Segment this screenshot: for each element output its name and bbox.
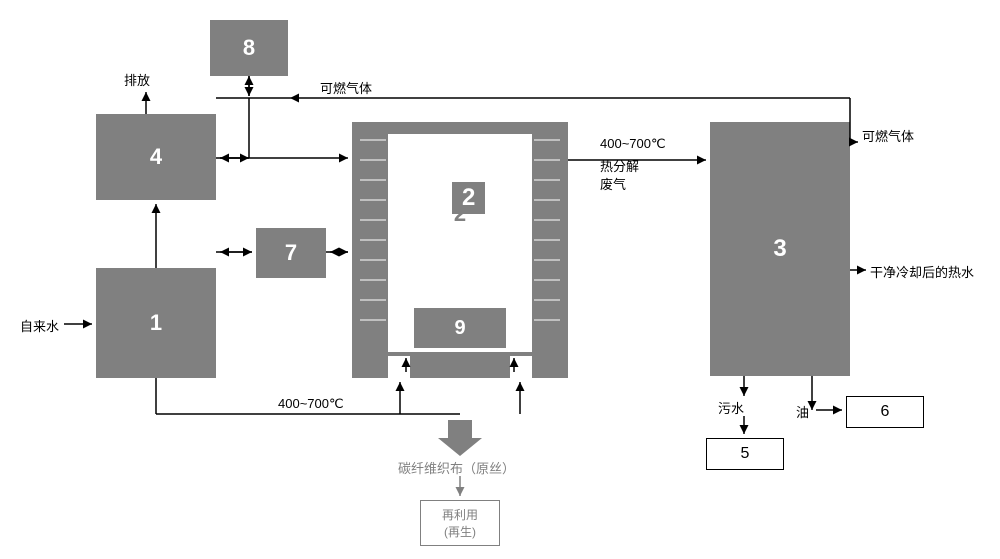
node-8: 8 [210,20,288,76]
reuse-label-1: 再利用 [442,506,478,523]
node-6-label: 6 [881,403,890,421]
label-oil: 油 [796,402,809,421]
label-pyrolysis-2: 废气 [600,174,626,193]
node-7: 7 [256,228,326,278]
label-waste-water: 污水 [718,398,744,417]
label-emission: 排放 [124,70,150,89]
label-temp-range-bottom: 400~700℃ [278,396,344,412]
label-pyrolysis-1: 热分解 [600,156,639,175]
node-2: 2 9 [352,122,568,378]
node-1-label: 1 [150,310,162,336]
node-7-label: 7 [285,240,297,266]
label-tap-water: 自来水 [20,316,59,335]
label-clean-hot-water: 干净冷却后的热水 [870,262,974,281]
node-6: 6 [846,396,924,428]
node-4: 4 [96,114,216,200]
node-5-label: 5 [741,445,750,463]
label-carbon-fabric: 碳纤维织布（原丝） [398,458,515,477]
node-1: 1 [96,268,216,378]
node-9-label: 9 [454,317,465,340]
label-temp-range-top: 400~700℃ [600,136,666,152]
node-5: 5 [706,438,784,470]
node-3-label: 3 [773,235,786,263]
node-2-visible-label: 2 [452,182,485,214]
node-reuse: 再利用 (再生) [420,500,500,546]
node-8-label: 8 [243,35,255,61]
label-combustible-gas: 可燃气体 [320,78,372,97]
node-3: 3 [710,122,850,376]
label-combustible-gas-2: 可燃气体 [862,126,914,145]
node-9: 9 [414,308,506,348]
node-4-label: 4 [150,144,162,170]
reuse-label-2: (再生) [444,523,476,540]
